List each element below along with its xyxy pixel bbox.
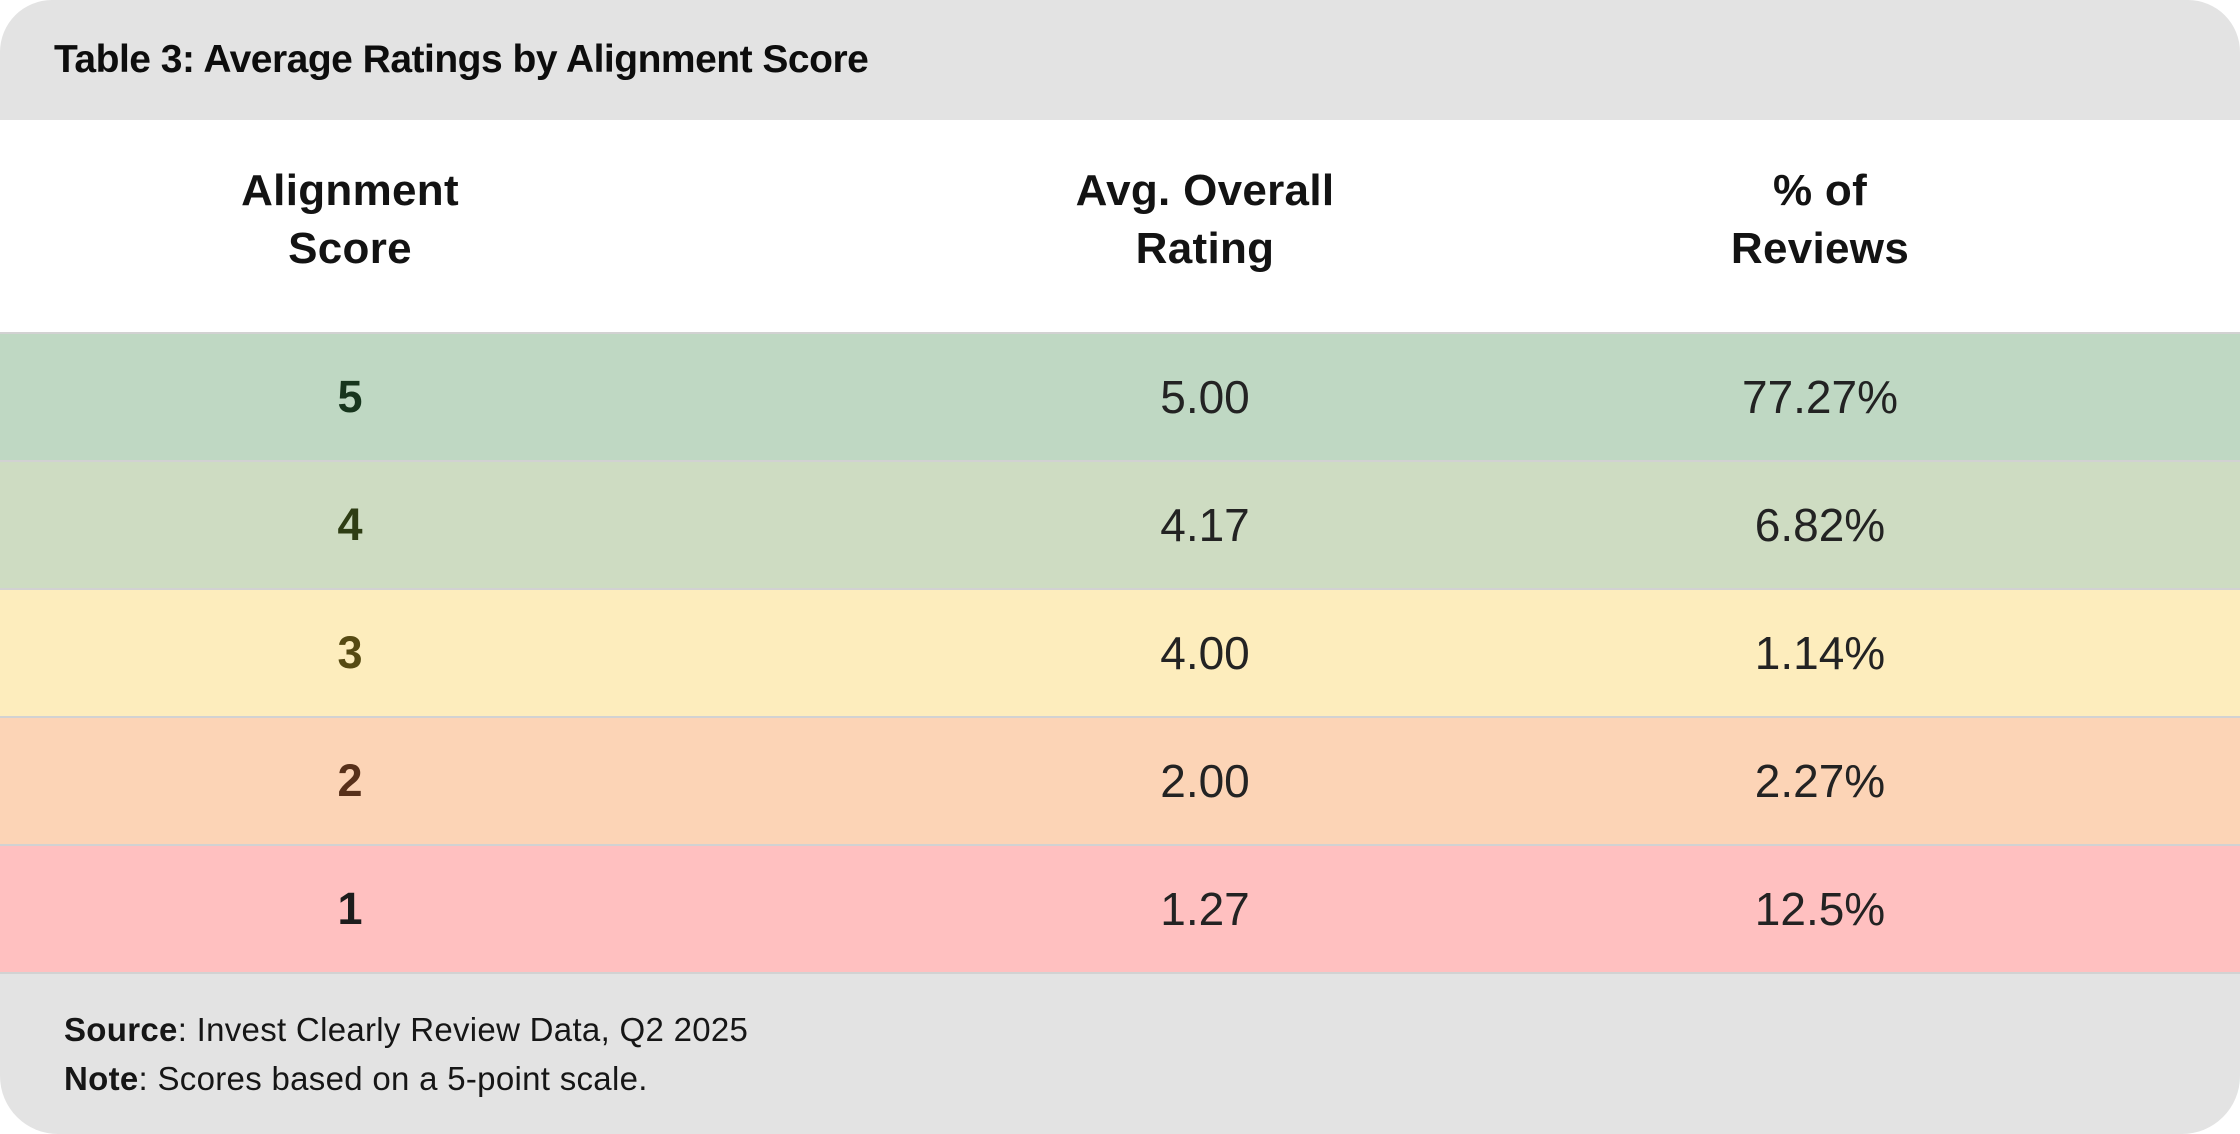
source-line: Source: Invest Clearly Review Data, Q2 2…: [64, 1005, 2240, 1054]
table-title: Table 3: Average Ratings by Alignment Sc…: [54, 38, 869, 81]
column-header-line: % of: [1772, 166, 1868, 215]
column-header-line: Alignment: [241, 166, 459, 215]
percent-cell: 2.27%: [1754, 755, 1886, 807]
table-row: 5 5.00 77.27%: [0, 334, 2240, 462]
source-label: Source: [64, 1011, 178, 1048]
column-header-line: Reviews: [1730, 224, 1910, 273]
table-body: 5 5.00 77.27% 4 4.17 6.82% 3 4.00 1.14% …: [0, 332, 2240, 974]
percent-cell: 6.82%: [1754, 499, 1886, 551]
score-cell: 5: [337, 371, 363, 422]
rating-cell: 2.00: [1160, 755, 1250, 807]
table-row: 4 4.17 6.82%: [0, 462, 2240, 590]
column-header-pct-of-reviews: % of Reviews: [1710, 162, 2240, 332]
percent-cell: 77.27%: [1741, 371, 1898, 423]
note-label: Note: [64, 1060, 139, 1097]
column-header-alignment-score: Alignment Score: [0, 162, 700, 332]
column-header-line: Avg. Overall: [1075, 166, 1335, 215]
rating-cell: 1.27: [1160, 883, 1250, 935]
score-cell: 3: [337, 627, 363, 678]
column-header-line: Score: [288, 224, 412, 273]
percent-cell: 1.14%: [1754, 627, 1886, 679]
percent-cell: 12.5%: [1754, 883, 1886, 935]
title-bar: Table 3: Average Ratings by Alignment Sc…: [0, 0, 2240, 120]
score-cell: 1: [337, 883, 363, 934]
table-row: 2 2.00 2.27%: [0, 718, 2240, 846]
source-text: : Invest Clearly Review Data, Q2 2025: [177, 1011, 749, 1048]
rating-cell: 4.00: [1160, 627, 1250, 679]
table-row: 1 1.27 12.5%: [0, 846, 2240, 974]
rating-cell: 5.00: [1160, 371, 1250, 423]
table-footer: Source: Invest Clearly Review Data, Q2 2…: [0, 974, 2240, 1134]
rating-cell: 4.17: [1160, 499, 1250, 551]
note-line: Note: Scores based on a 5-point scale.: [64, 1054, 2240, 1103]
column-header-avg-overall-rating: Avg. Overall Rating: [700, 162, 1710, 332]
table-row: 3 4.00 1.14%: [0, 590, 2240, 718]
score-cell: 4: [337, 499, 363, 550]
column-header-line: Rating: [1135, 224, 1275, 273]
note-text: : Scores based on a 5-point scale.: [138, 1060, 648, 1097]
score-cell: 2: [337, 755, 363, 806]
column-headers: Alignment Score Avg. Overall Rating % of…: [0, 120, 2240, 332]
